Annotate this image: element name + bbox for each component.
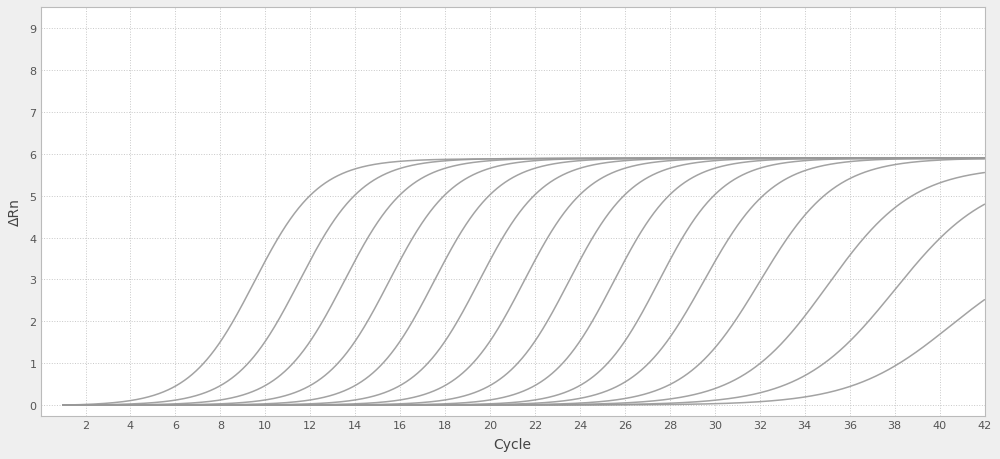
X-axis label: Cycle: Cycle (494, 437, 532, 451)
Y-axis label: ΔRn: ΔRn (8, 198, 22, 226)
